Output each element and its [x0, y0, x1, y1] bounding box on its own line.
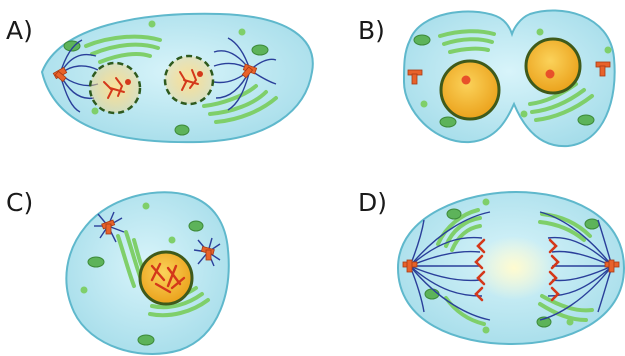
condensing-chromosomes — [150, 262, 186, 294]
panel-label-a: A) — [6, 16, 33, 45]
vesicle — [91, 107, 99, 115]
nucleolus — [461, 75, 471, 85]
mitochondrion — [446, 208, 462, 220]
mitochondrion — [137, 334, 155, 346]
mitochondrion — [424, 288, 440, 300]
mitochondrion — [251, 44, 269, 56]
vesicle — [482, 198, 490, 206]
vesicle — [238, 28, 246, 36]
vesicle — [604, 46, 612, 54]
dividing-cell-membrane — [402, 9, 616, 148]
daughter-nucleus — [439, 59, 501, 121]
vesicle — [566, 318, 574, 326]
mitochondrion — [413, 34, 431, 46]
centrosome — [407, 61, 611, 85]
chromatin — [103, 69, 199, 99]
separating-chromatids — [474, 238, 560, 302]
mitochondrion — [584, 218, 600, 230]
mitochondrion — [87, 256, 105, 268]
centrosome — [101, 219, 215, 261]
panel-label-b: B) — [358, 16, 385, 45]
reforming-nucleus — [88, 61, 142, 115]
nucleolus — [545, 69, 555, 79]
cleavage-zone — [474, 236, 554, 300]
nucleus — [138, 250, 194, 306]
vesicle — [80, 286, 88, 294]
cell-a — [40, 12, 314, 144]
vesicle — [148, 20, 156, 28]
vesicle — [142, 202, 150, 210]
reforming-nucleus — [163, 54, 215, 106]
mitochondrion — [188, 220, 204, 232]
daughter-nucleus — [524, 37, 582, 95]
mitochondrion — [174, 124, 190, 136]
golgi-apparatus — [84, 34, 278, 124]
panel-label-c: C) — [6, 188, 34, 217]
panel-label-d: D) — [358, 188, 388, 217]
centrosome — [402, 259, 620, 273]
cell-c — [65, 191, 230, 355]
mitochondrion — [439, 116, 457, 128]
nucleolus — [197, 71, 203, 77]
vesicle — [520, 110, 528, 118]
cell-b — [402, 9, 616, 148]
cell-d — [396, 190, 625, 346]
vesicle — [536, 28, 544, 36]
vesicle — [168, 236, 176, 244]
vesicle — [420, 100, 428, 108]
vesicle — [482, 326, 490, 334]
mitochondrion — [577, 114, 595, 126]
centrosome — [52, 63, 258, 83]
nucleolus — [125, 79, 131, 85]
